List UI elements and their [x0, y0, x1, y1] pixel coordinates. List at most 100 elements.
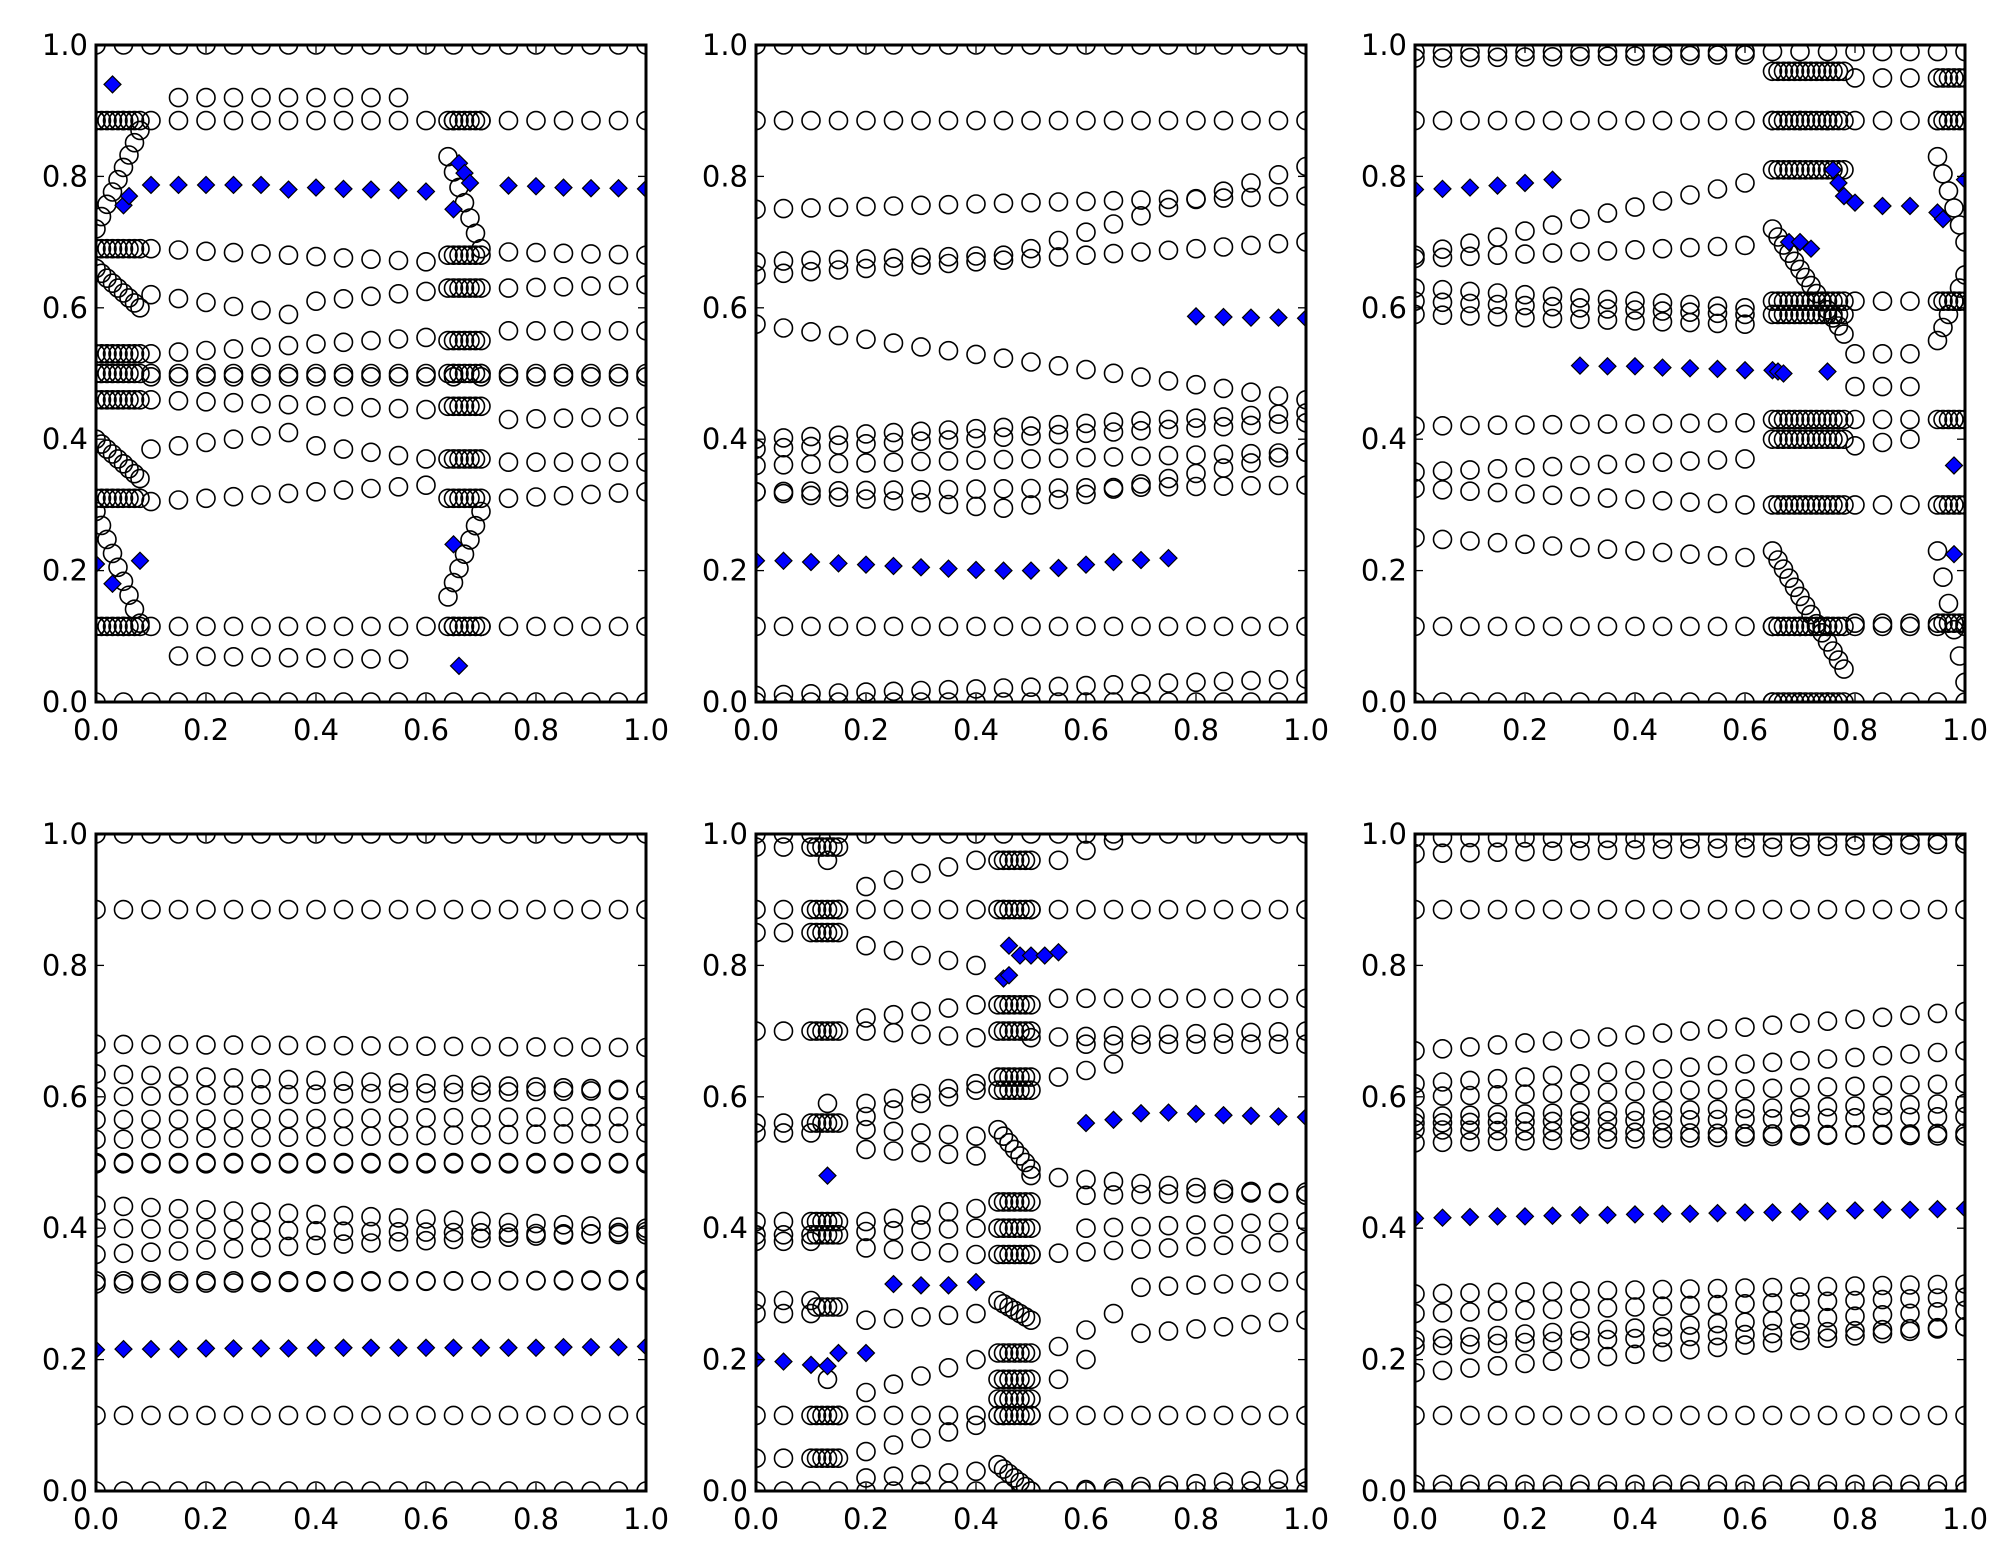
- circle-point: [1460, 1037, 1480, 1057]
- circle-point: [828, 1405, 849, 1426]
- circle-point: [636, 245, 646, 265]
- circle-point: [526, 242, 546, 263]
- circle-point: [1652, 110, 1673, 131]
- circle-point: [756, 899, 766, 920]
- circle-point: [1872, 1319, 1893, 1340]
- circle-point: [1213, 1214, 1234, 1234]
- circle-point: [1076, 1349, 1096, 1370]
- circle-point: [1487, 532, 1508, 553]
- circle-point: [438, 245, 458, 265]
- x-tick-label: 0.4: [293, 713, 339, 747]
- circle-point: [1158, 445, 1179, 466]
- circle-point: [773, 454, 794, 475]
- circle-point: [498, 1270, 519, 1291]
- circle-point: [1597, 1481, 1618, 1491]
- circle-point: [1801, 495, 1821, 515]
- x-tick-label: 0.0: [73, 1502, 119, 1536]
- circle-point: [1900, 1275, 1920, 1295]
- circle-point: [526, 616, 546, 637]
- circle-point: [168, 366, 189, 387]
- circle-point: [1515, 1481, 1535, 1491]
- circle-point: [1927, 899, 1948, 920]
- circle-point: [1625, 1344, 1645, 1365]
- circle-point: [966, 1244, 986, 1265]
- circle-point: [416, 45, 436, 55]
- subplot-top-middle: 0.0 0.2 0.4 0.6 0.8 1.00.00.20.40.60.81.0: [702, 28, 1329, 747]
- circle-point: [1707, 179, 1728, 199]
- circle-point: [1872, 1275, 1893, 1296]
- circle-point: [1762, 1126, 1783, 1147]
- diamond-point: [554, 178, 573, 197]
- circle-point: [1790, 291, 1810, 312]
- circle-point: [306, 435, 326, 456]
- circle-point: [1186, 45, 1206, 55]
- circle-point: [1415, 416, 1425, 436]
- circle-point: [911, 337, 931, 357]
- circle-point: [1048, 1405, 1069, 1426]
- circle-point: [1773, 409, 1794, 430]
- circle-point: [96, 616, 106, 637]
- circle-point: [1845, 435, 1865, 456]
- circle-point: [1241, 1213, 1261, 1234]
- circle-point: [471, 1154, 491, 1174]
- circle-point: [1570, 1102, 1590, 1123]
- circle-point: [113, 363, 134, 384]
- circle-point: [1296, 475, 1306, 495]
- circle-point: [1597, 45, 1618, 62]
- circle-point: [938, 494, 959, 515]
- circle-point: [636, 616, 646, 637]
- circle-point: [168, 1198, 189, 1219]
- circle-point: [883, 1208, 904, 1229]
- circle-point: [388, 616, 409, 637]
- circle-point: [581, 110, 601, 131]
- circle-point: [1762, 616, 1783, 637]
- circle-point: [333, 87, 354, 108]
- circle-point: [1834, 495, 1854, 515]
- circle-point: [1158, 240, 1179, 261]
- circle-point: [1812, 429, 1832, 450]
- circle-point: [223, 429, 244, 450]
- circle-point: [581, 1081, 601, 1101]
- diamond-point: [1873, 196, 1892, 216]
- circle-point: [333, 396, 354, 417]
- circle-point: [966, 994, 986, 1015]
- circle-point: [966, 194, 986, 214]
- circle-point: [1186, 374, 1206, 395]
- circle-point: [1735, 547, 1755, 568]
- circle-point: [1872, 45, 1893, 62]
- circle-point: [1955, 45, 1965, 62]
- circle-point: [124, 238, 145, 259]
- circle-point: [460, 616, 480, 637]
- circle-point: [1707, 899, 1728, 920]
- circle-point: [856, 329, 876, 350]
- circle-point: [1010, 1405, 1030, 1426]
- circle-point: [306, 1481, 326, 1491]
- circle-point: [1103, 45, 1124, 55]
- circle-point: [828, 692, 849, 702]
- circle-point: [1213, 476, 1234, 497]
- circle-point: [883, 1466, 904, 1486]
- circle-point: [1872, 1405, 1893, 1426]
- circle-point: [1241, 173, 1261, 193]
- circle-point: [454, 363, 475, 384]
- circle-point: [1762, 1481, 1783, 1491]
- circle-point: [130, 297, 150, 318]
- circle-point: [993, 1067, 1014, 1087]
- circle-point: [1048, 355, 1069, 376]
- circle-point: [1955, 1123, 1965, 1143]
- circle-point: [96, 219, 106, 239]
- circle-point: [1768, 409, 1788, 430]
- circle-point: [443, 1222, 464, 1243]
- circle-point: [333, 1221, 354, 1241]
- circle-point: [1779, 692, 1799, 702]
- circle-point: [1768, 110, 1788, 131]
- circle-point: [1652, 834, 1673, 849]
- circle-point: [306, 87, 326, 108]
- circle-point: [196, 45, 216, 55]
- circle-point: [498, 45, 519, 55]
- circle-point: [1048, 988, 1069, 1009]
- circle-point: [1021, 834, 1041, 844]
- circle-point: [1021, 1165, 1041, 1186]
- circle-point: [966, 1218, 986, 1238]
- circle-point: [1762, 1310, 1783, 1331]
